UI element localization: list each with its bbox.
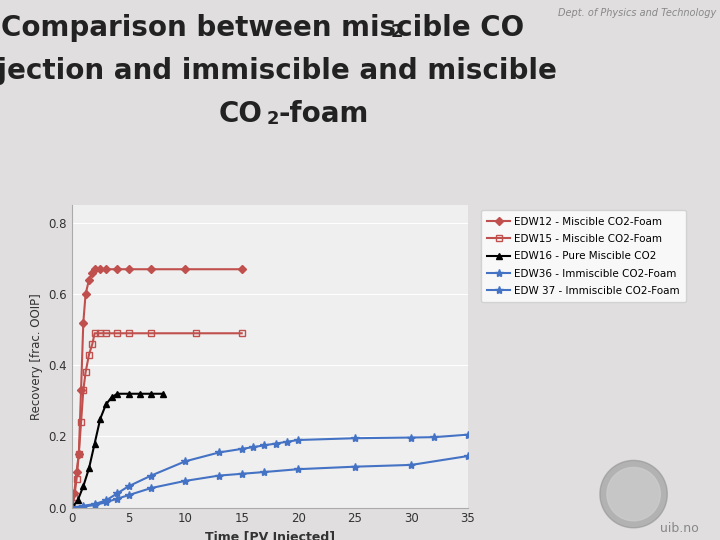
EDW 37 - Immiscible CO2-Foam — [102, 499, 110, 505]
EDW 37 - Immiscible CO2-Foam — [90, 502, 99, 508]
EDW12 - Miscible CO2-Foam — [125, 266, 133, 273]
EDW 37 - Immiscible CO2-Foam — [147, 485, 156, 491]
EDW12 - Miscible CO2-Foam — [96, 266, 104, 273]
EDW36 - Immiscible CO2-Foam — [283, 438, 292, 445]
EDW 37 - Immiscible CO2-Foam — [464, 453, 472, 459]
EDW15 - Miscible CO2-Foam — [125, 330, 133, 336]
EDW 37 - Immiscible CO2-Foam — [113, 496, 122, 502]
Text: 2: 2 — [266, 110, 279, 127]
Text: CO: CO — [219, 100, 263, 128]
EDW36 - Immiscible CO2-Foam — [90, 501, 99, 507]
EDW12 - Miscible CO2-Foam — [72, 469, 81, 475]
EDW12 - Miscible CO2-Foam — [68, 504, 76, 511]
EDW 37 - Immiscible CO2-Foam — [79, 503, 88, 510]
Legend: EDW12 - Miscible CO2-Foam, EDW15 - Miscible CO2-Foam, EDW16 - Pure Miscible CO2,: EDW12 - Miscible CO2-Foam, EDW15 - Misci… — [481, 211, 686, 302]
EDW16 - Pure Miscible CO2 — [125, 390, 133, 397]
EDW36 - Immiscible CO2-Foam — [271, 440, 280, 447]
EDW36 - Immiscible CO2-Foam — [125, 483, 133, 489]
EDW12 - Miscible CO2-Foam — [147, 266, 156, 273]
Line: EDW 37 - Immiscible CO2-Foam: EDW 37 - Immiscible CO2-Foam — [68, 452, 472, 512]
EDW36 - Immiscible CO2-Foam — [79, 503, 88, 509]
Text: injection and immiscible and miscible: injection and immiscible and miscible — [0, 57, 557, 85]
EDW15 - Miscible CO2-Foam — [68, 504, 76, 511]
EDW16 - Pure Miscible CO2 — [107, 394, 116, 401]
EDW15 - Miscible CO2-Foam — [90, 330, 99, 336]
EDW12 - Miscible CO2-Foam — [90, 266, 99, 273]
EDW15 - Miscible CO2-Foam — [102, 330, 110, 336]
EDW12 - Miscible CO2-Foam — [238, 266, 246, 273]
EDW12 - Miscible CO2-Foam — [74, 451, 83, 457]
EDW15 - Miscible CO2-Foam — [72, 476, 81, 482]
Text: uib.no: uib.no — [660, 522, 698, 535]
EDW36 - Immiscible CO2-Foam — [294, 437, 302, 443]
EDW16 - Pure Miscible CO2 — [68, 504, 76, 511]
EDW36 - Immiscible CO2-Foam — [181, 458, 189, 464]
EDW12 - Miscible CO2-Foam — [79, 319, 88, 326]
X-axis label: Time [PV Injected]: Time [PV Injected] — [205, 531, 335, 540]
EDW36 - Immiscible CO2-Foam — [248, 444, 257, 450]
EDW 37 - Immiscible CO2-Foam — [238, 470, 246, 477]
Line: EDW16 - Pure Miscible CO2: EDW16 - Pure Miscible CO2 — [68, 390, 166, 511]
EDW 37 - Immiscible CO2-Foam — [125, 492, 133, 498]
EDW12 - Miscible CO2-Foam — [81, 291, 90, 298]
Text: -foam: -foam — [279, 100, 369, 128]
EDW16 - Pure Miscible CO2 — [135, 390, 144, 397]
EDW16 - Pure Miscible CO2 — [79, 483, 88, 489]
EDW15 - Miscible CO2-Foam — [96, 330, 104, 336]
EDW12 - Miscible CO2-Foam — [181, 266, 189, 273]
Line: EDW12 - Miscible CO2-Foam: EDW12 - Miscible CO2-Foam — [69, 266, 245, 510]
EDW12 - Miscible CO2-Foam — [113, 266, 122, 273]
EDW15 - Miscible CO2-Foam — [74, 451, 83, 457]
EDW16 - Pure Miscible CO2 — [158, 390, 167, 397]
EDW36 - Immiscible CO2-Foam — [351, 435, 359, 442]
Text: Dept. of Physics and Technology: Dept. of Physics and Technology — [558, 8, 716, 18]
EDW12 - Miscible CO2-Foam — [77, 387, 86, 394]
EDW36 - Immiscible CO2-Foam — [407, 434, 415, 441]
EDW15 - Miscible CO2-Foam — [88, 341, 96, 347]
EDW36 - Immiscible CO2-Foam — [260, 442, 269, 449]
EDW15 - Miscible CO2-Foam — [77, 419, 86, 426]
EDW15 - Miscible CO2-Foam — [113, 330, 122, 336]
EDW15 - Miscible CO2-Foam — [79, 387, 88, 394]
EDW 37 - Immiscible CO2-Foam — [215, 472, 223, 479]
EDW15 - Miscible CO2-Foam — [192, 330, 201, 336]
EDW36 - Immiscible CO2-Foam — [113, 490, 122, 497]
EDW16 - Pure Miscible CO2 — [90, 440, 99, 447]
EDW 37 - Immiscible CO2-Foam — [68, 504, 76, 511]
EDW15 - Miscible CO2-Foam — [81, 369, 90, 376]
EDW15 - Miscible CO2-Foam — [238, 330, 246, 336]
EDW16 - Pure Miscible CO2 — [113, 390, 122, 397]
EDW36 - Immiscible CO2-Foam — [68, 504, 76, 511]
EDW16 - Pure Miscible CO2 — [73, 497, 82, 504]
EDW 37 - Immiscible CO2-Foam — [260, 469, 269, 475]
EDW15 - Miscible CO2-Foam — [85, 352, 94, 358]
EDW36 - Immiscible CO2-Foam — [238, 446, 246, 452]
EDW12 - Miscible CO2-Foam — [70, 490, 78, 497]
Polygon shape — [607, 468, 660, 521]
EDW12 - Miscible CO2-Foam — [88, 269, 96, 276]
EDW16 - Pure Miscible CO2 — [96, 415, 104, 422]
EDW15 - Miscible CO2-Foam — [70, 494, 78, 500]
EDW 37 - Immiscible CO2-Foam — [181, 478, 189, 484]
EDW36 - Immiscible CO2-Foam — [430, 434, 438, 441]
EDW16 - Pure Miscible CO2 — [102, 401, 110, 408]
EDW12 - Miscible CO2-Foam — [85, 276, 94, 283]
EDW36 - Immiscible CO2-Foam — [102, 497, 110, 504]
EDW16 - Pure Miscible CO2 — [147, 390, 156, 397]
Line: EDW36 - Immiscible CO2-Foam: EDW36 - Immiscible CO2-Foam — [68, 430, 472, 512]
EDW36 - Immiscible CO2-Foam — [215, 449, 223, 456]
Line: EDW15 - Miscible CO2-Foam: EDW15 - Miscible CO2-Foam — [68, 330, 246, 511]
EDW12 - Miscible CO2-Foam — [102, 266, 110, 273]
Text: 2: 2 — [391, 23, 403, 41]
EDW 37 - Immiscible CO2-Foam — [351, 463, 359, 470]
EDW15 - Miscible CO2-Foam — [147, 330, 156, 336]
Text: Comparison between miscible CO: Comparison between miscible CO — [1, 14, 524, 42]
Polygon shape — [600, 461, 667, 528]
EDW16 - Pure Miscible CO2 — [85, 465, 94, 472]
EDW 37 - Immiscible CO2-Foam — [407, 462, 415, 468]
Y-axis label: Recovery [frac. OOIP]: Recovery [frac. OOIP] — [30, 293, 43, 420]
EDW36 - Immiscible CO2-Foam — [147, 472, 156, 479]
EDW 37 - Immiscible CO2-Foam — [294, 466, 302, 472]
EDW36 - Immiscible CO2-Foam — [464, 431, 472, 438]
